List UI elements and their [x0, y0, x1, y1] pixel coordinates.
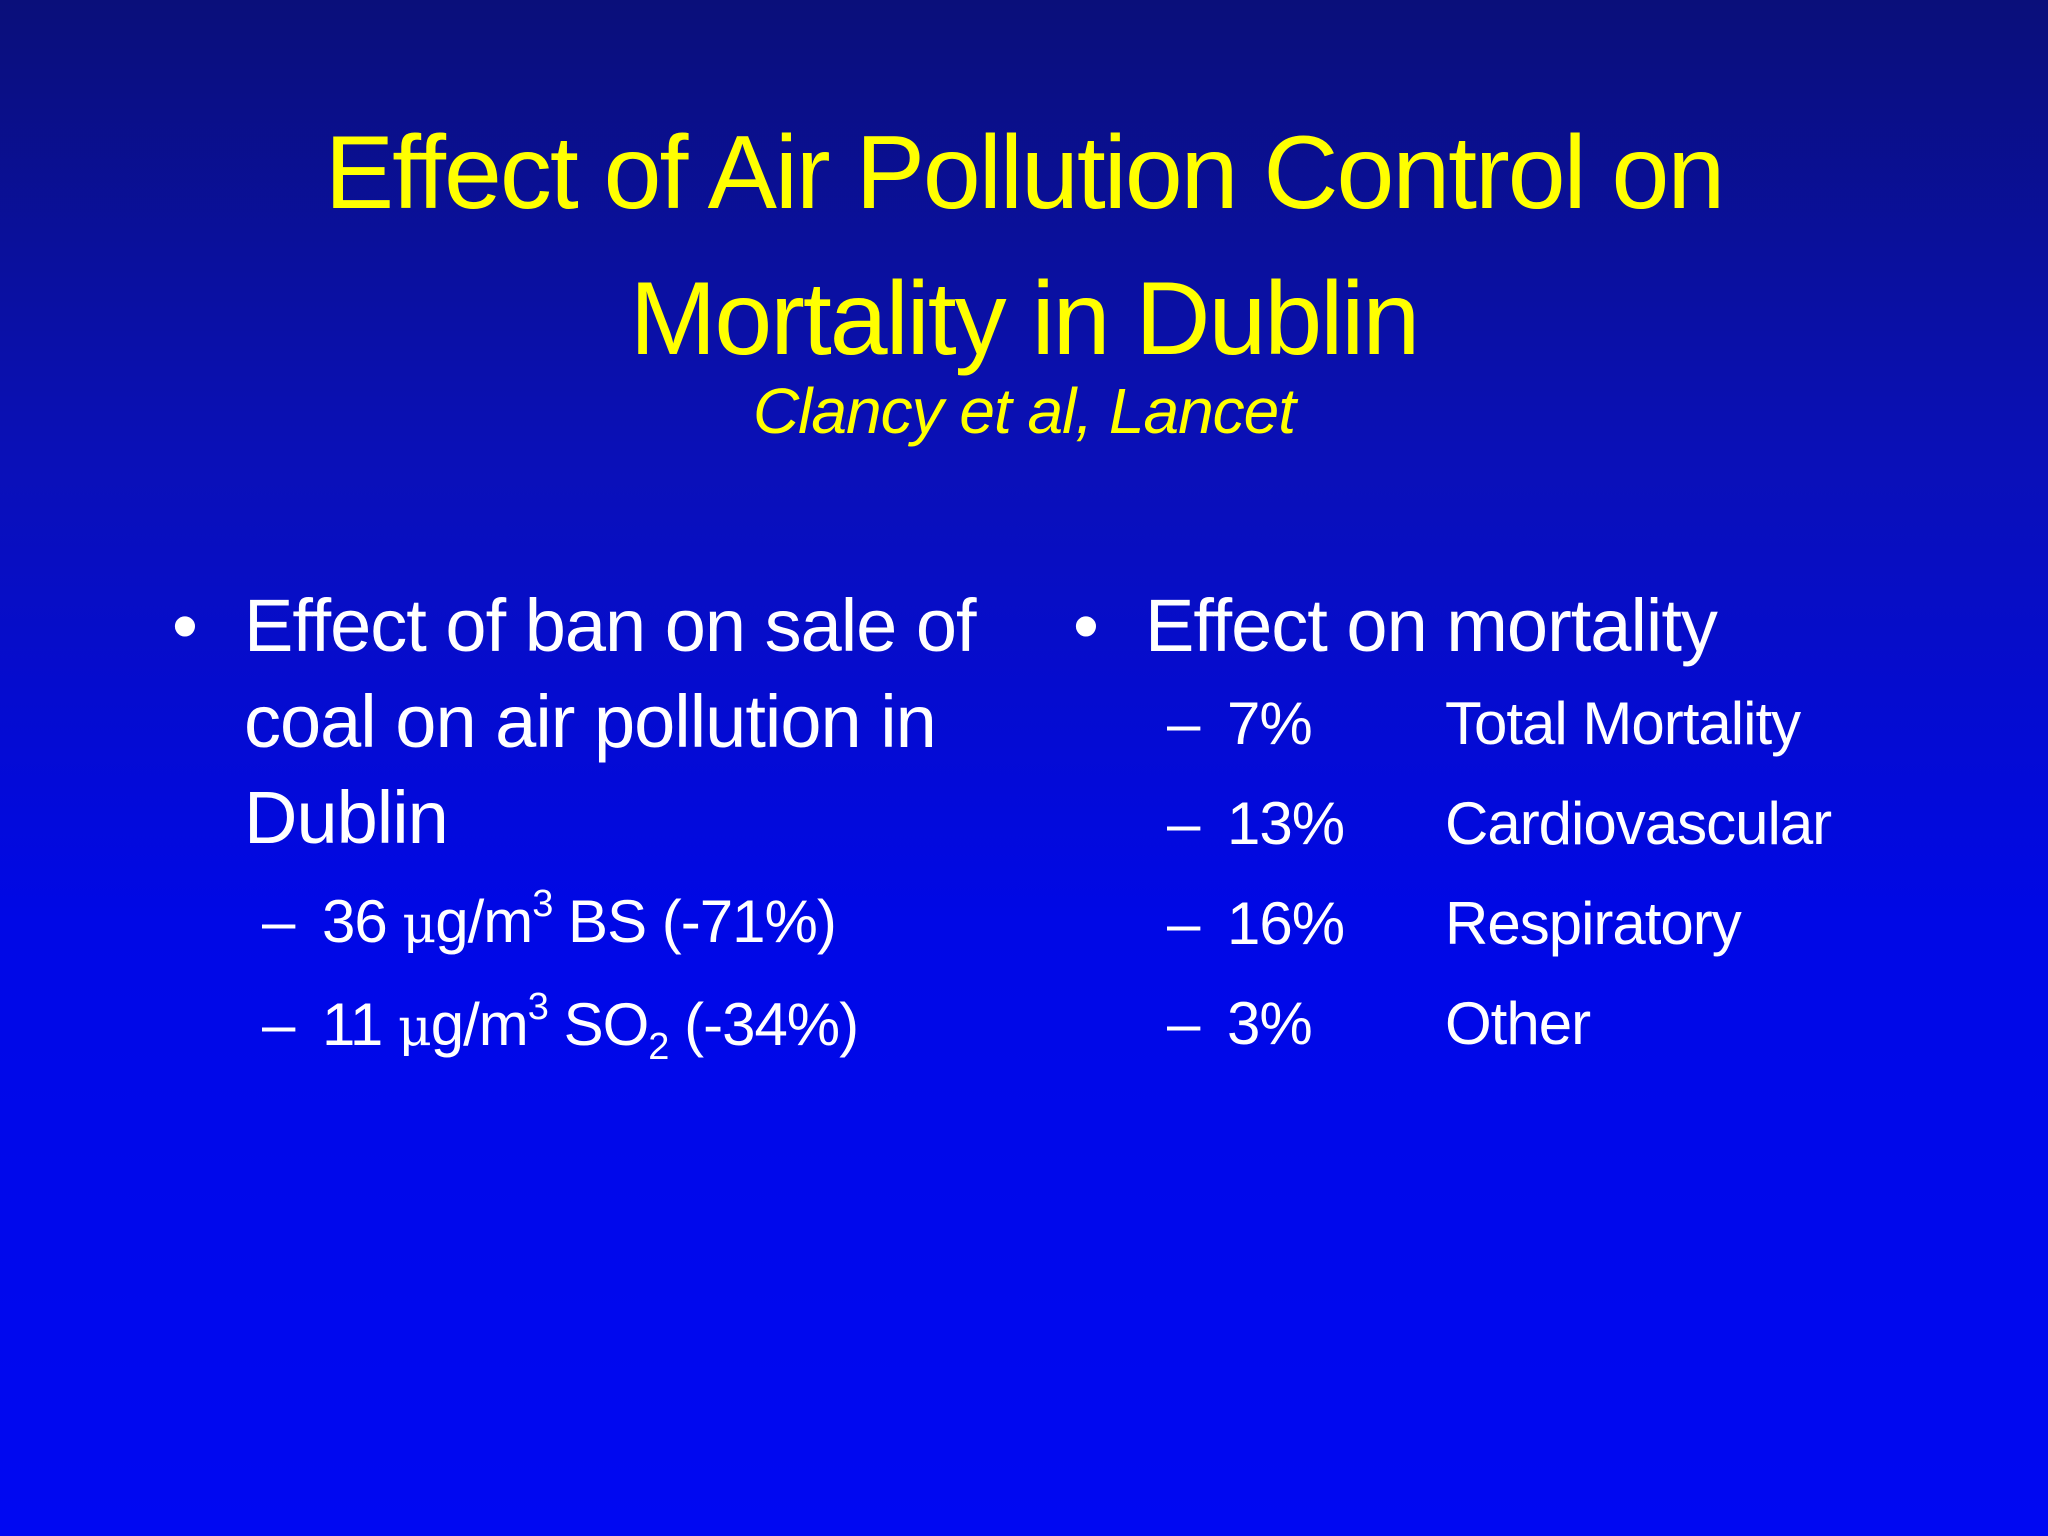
mortality-percent: 7% — [1227, 690, 1313, 757]
pollutant-subscript: 2 — [648, 1026, 669, 1068]
bullet-dot-icon: • — [1073, 584, 1099, 667]
list-item: – 7% Total Mortality — [1167, 674, 1993, 774]
mu-symbol: μ — [397, 998, 432, 1058]
change-text: (-71%) — [646, 888, 837, 955]
title-line-2: Mortality in Dublin — [629, 261, 1421, 377]
unit-superscript: 3 — [527, 986, 549, 1028]
title-line-1: Effect of Air Pollution Control on — [324, 115, 1725, 231]
list-item: – 16% Respiratory — [1167, 874, 1993, 974]
left-bullet: • Effect of ban on sale of coal on air p… — [172, 578, 1032, 866]
mortality-category: Cardiovascular — [1445, 790, 1832, 857]
pollutant-name: BS — [552, 888, 647, 955]
pollution-value: 36 μg/m3 BS (-71%) — [322, 872, 837, 975]
dash-icon: – — [262, 888, 295, 955]
slide-subtitle: Clancy et al, Lancet — [752, 375, 1296, 447]
value-number: 11 — [322, 991, 398, 1058]
unit-text: g/m — [435, 888, 533, 955]
left-bullet-text: Effect of ban on sale of coal on air pol… — [244, 584, 977, 859]
left-sub-list: – 36 μg/m3 BS (-71%) – 11 μg/m3 SO2 (-34… — [262, 872, 1032, 1078]
value-number: 36 — [322, 888, 403, 955]
mortality-percent: 16% — [1227, 890, 1345, 957]
unit-superscript: 3 — [532, 883, 553, 925]
left-column: • Effect of ban on sale of coal on air p… — [172, 578, 1032, 1078]
slide-title: Effect of Air Pollution Control on Morta… — [0, 100, 2048, 392]
right-column: • Effect on mortality – 7% Total Mortali… — [1073, 578, 1993, 1074]
change-text: (-34%) — [668, 991, 859, 1058]
mortality-percent: 3% — [1227, 990, 1313, 1057]
dash-icon: – — [1167, 690, 1200, 757]
dash-icon: – — [1167, 890, 1200, 957]
list-item: – 11 μg/m3 SO2 (-34%) — [262, 975, 1032, 1078]
dash-icon: – — [1167, 790, 1200, 857]
list-item: – 36 μg/m3 BS (-71%) — [262, 872, 1032, 975]
list-item: – 3% Other — [1167, 974, 1993, 1074]
pollutant-name: SO — [547, 991, 650, 1058]
mortality-category: Total Mortality — [1445, 690, 1801, 757]
right-bullet-text: Effect on mortality — [1145, 584, 1718, 667]
bullet-dot-icon: • — [172, 584, 198, 667]
pollution-value: 11 μg/m3 SO2 (-34%) — [322, 975, 859, 1078]
right-bullet: • Effect on mortality — [1073, 578, 1993, 674]
mortality-category: Other — [1445, 990, 1591, 1057]
mortality-category: Respiratory — [1445, 890, 1742, 957]
right-sub-list: – 7% Total Mortality – 13% Cardiovascula… — [1167, 674, 1993, 1074]
mu-symbol: μ — [402, 895, 436, 955]
dash-icon: – — [262, 991, 295, 1058]
dash-icon: – — [1167, 990, 1200, 1057]
mortality-percent: 13% — [1227, 790, 1345, 857]
list-item: – 13% Cardiovascular — [1167, 774, 1993, 874]
unit-text: g/m — [430, 991, 529, 1058]
